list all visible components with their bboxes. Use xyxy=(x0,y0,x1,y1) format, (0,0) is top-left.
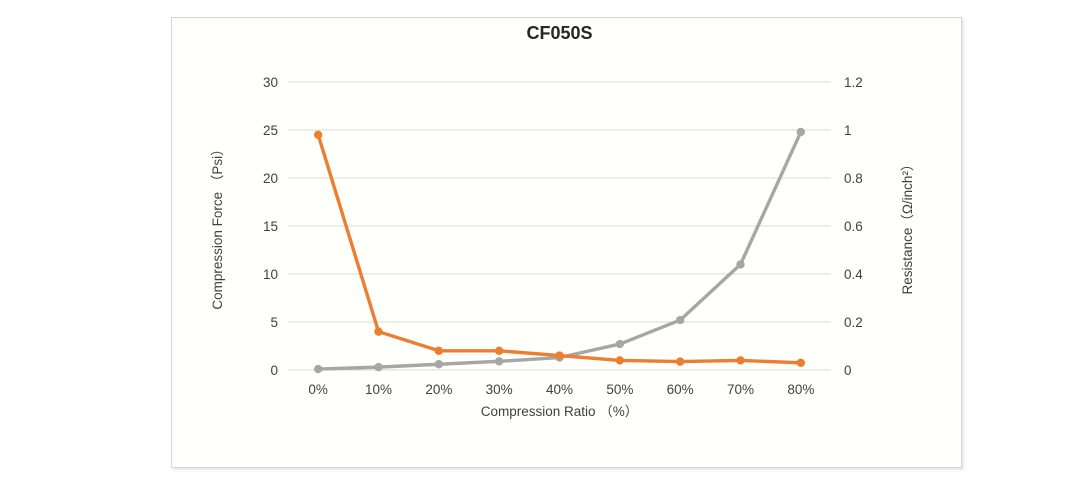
series-left xyxy=(313,127,806,374)
x-axis-tick: 0% xyxy=(308,382,328,397)
right-axis-tick: 0.2 xyxy=(844,315,863,330)
chart-title: CF050S xyxy=(526,23,593,43)
series-right xyxy=(313,130,806,367)
right-axis-tick: 1.2 xyxy=(844,75,863,90)
data-point-marker xyxy=(796,358,806,367)
right-axis-tick: 1 xyxy=(844,123,852,138)
x-axis-tick: 30% xyxy=(486,382,513,397)
left-axis-tick: 30 xyxy=(263,75,278,90)
left-axis-tick: 25 xyxy=(263,123,278,138)
data-point-marker xyxy=(313,364,323,374)
left-axis-tick: 20 xyxy=(263,171,278,186)
right-axis-tick: 0.8 xyxy=(844,171,863,186)
data-point-marker xyxy=(555,351,564,360)
right-axis-tick: 0.4 xyxy=(844,267,863,282)
x-axis-tick: 60% xyxy=(667,382,694,397)
left-axis-tick: 15 xyxy=(263,219,278,234)
gridlines xyxy=(288,81,831,371)
data-point-marker xyxy=(675,357,685,366)
x-axis-tick: 50% xyxy=(606,382,633,397)
data-point-marker xyxy=(736,260,745,269)
data-point-marker xyxy=(615,356,625,365)
axis-tick-labels: 0 0 5 0.2 10 0.4 15 0.6 20 0.8 25 1 30 1.2 0% 10% 20% 30%… xyxy=(263,75,863,397)
chart-panel: CF050S Compression Force （Psi） Resistanc… xyxy=(171,17,962,468)
data-point-marker xyxy=(615,339,625,349)
x-axis-tick: 40% xyxy=(546,382,573,397)
data-point-marker xyxy=(313,130,323,139)
data-point-marker xyxy=(374,362,383,372)
x-axis-tick: 10% xyxy=(365,382,392,397)
left-axis-tick: 5 xyxy=(270,315,278,330)
data-point-marker xyxy=(796,127,806,137)
x-axis-tick: 20% xyxy=(425,382,452,397)
left-axis-tick: 0 xyxy=(270,363,278,378)
right-axis-tick: 0.6 xyxy=(844,219,863,234)
data-point-marker xyxy=(494,346,504,355)
line-chart: 0 0 5 0.2 10 0.4 15 0.6 20 0.8 25 1 30 1.2 0% 10% 20% 30%… xyxy=(263,75,863,397)
x-axis-tick: 70% xyxy=(727,382,754,397)
data-point-marker xyxy=(736,356,745,365)
left-axis-tick: 10 xyxy=(263,267,278,282)
right-axis-tick: 0 xyxy=(844,363,852,378)
data-point-marker xyxy=(374,327,383,336)
x-axis-title: Compression Ratio （%） xyxy=(480,404,639,419)
data-point-marker xyxy=(434,360,444,369)
data-point-marker xyxy=(434,346,444,355)
x-axis-tick: 80% xyxy=(787,382,814,397)
data-point-marker xyxy=(494,357,504,366)
data-point-marker xyxy=(675,315,685,325)
